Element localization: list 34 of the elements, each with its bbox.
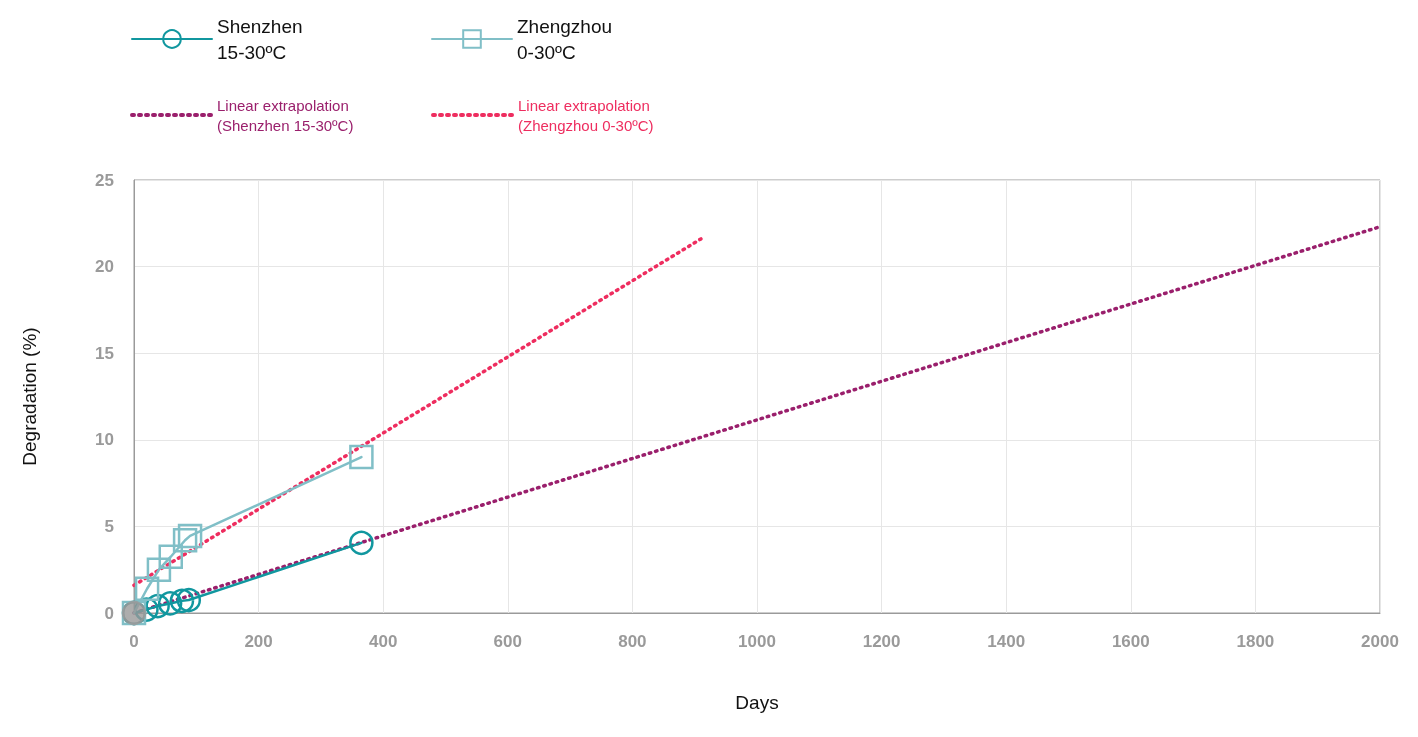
y-tick-label: 15 — [95, 343, 114, 363]
x-tick-label: 2000 — [1361, 632, 1399, 651]
x-tick-label: 1800 — [1236, 632, 1275, 651]
x-tick-label: 200 — [244, 632, 273, 651]
y-tick-label: 10 — [95, 430, 114, 450]
y-tick-label: 25 — [95, 170, 114, 190]
point — [349, 444, 374, 470]
y-axis-title: Degradation (%) — [19, 327, 40, 466]
x-tick-label: 400 — [369, 632, 398, 651]
point — [157, 591, 183, 616]
x-tick-label: 1600 — [1111, 632, 1150, 651]
point — [177, 523, 203, 549]
legend-label: Shenzhen 15-30ºC — [217, 15, 308, 63]
x-tick-label: 800 — [618, 632, 647, 651]
point — [176, 587, 202, 613]
text: Linear extrapolation (Shenzhen 15-30ºC) — [217, 96, 354, 134]
x-tick-label: 0 — [129, 632, 139, 651]
point — [145, 593, 170, 619]
x-tick-label: 1200 — [862, 632, 901, 651]
point — [146, 557, 172, 582]
y-tick-label: 20 — [95, 257, 114, 277]
y-tick-label: 0 — [104, 603, 114, 623]
x-tick-label: 1400 — [987, 632, 1026, 651]
point — [349, 530, 374, 556]
text: Linear extrapolation (Zhengzhou 0-30ºC) — [518, 96, 654, 134]
y-tick-label: 5 — [104, 516, 114, 536]
legend-label: Zhengzhou 0-30ºC — [517, 15, 618, 63]
point — [158, 544, 184, 569]
point — [169, 588, 195, 614]
x-tick-label: 1000 — [738, 632, 776, 651]
x-axis-title: Days — [735, 692, 779, 713]
x-tick-label: 600 — [493, 632, 522, 651]
point — [172, 528, 198, 553]
point — [134, 576, 160, 601]
